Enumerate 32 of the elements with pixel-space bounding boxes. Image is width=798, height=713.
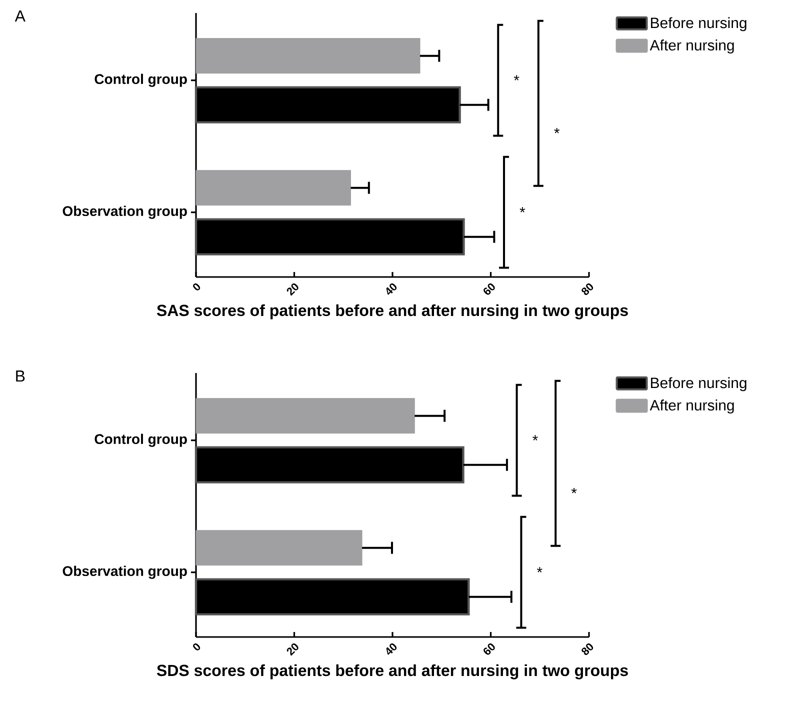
legend-label: Before nursing [650, 17, 746, 32]
bar [196, 530, 362, 566]
legend-label: After nursing [650, 40, 734, 54]
x-tick-label: 80 [582, 283, 594, 295]
annotation: * [571, 488, 577, 494]
annotation: * [514, 75, 520, 80]
annotation: * [520, 207, 526, 212]
annotation: * [554, 128, 560, 134]
y-tick-label: Observation group [62, 566, 187, 579]
bar [196, 170, 351, 206]
x-tick-label: 20 [286, 643, 298, 656]
y-tick-label: Control group [94, 434, 187, 447]
x-tick-label: 60 [484, 643, 495, 655]
annotation: * [536, 567, 542, 572]
text: A [14, 10, 26, 22]
bar [196, 398, 415, 434]
x-tick-label: 60 [484, 283, 495, 295]
y-tick-label: Observation group [62, 206, 187, 219]
legend-label: Before nursing [650, 377, 746, 392]
annotation: * [532, 435, 538, 440]
x-tick-label: 0 [193, 643, 200, 650]
x-tick-label: 40 [386, 643, 397, 655]
x-axis-title: SDS scores of patients before and after nursing in two groups [156, 664, 628, 680]
x-tick-label: 40 [386, 283, 397, 295]
bar [196, 38, 420, 74]
legend-label: After nursing [650, 400, 734, 414]
x-tick-label: 20 [286, 283, 298, 296]
y-tick-label: Control group [94, 74, 187, 87]
x-axis-title: SAS scores of patients before and after nursing in two groups [156, 304, 628, 320]
x-tick-label: 80 [582, 643, 594, 655]
text: B [16, 370, 25, 382]
x-tick-label: 0 [193, 283, 200, 290]
